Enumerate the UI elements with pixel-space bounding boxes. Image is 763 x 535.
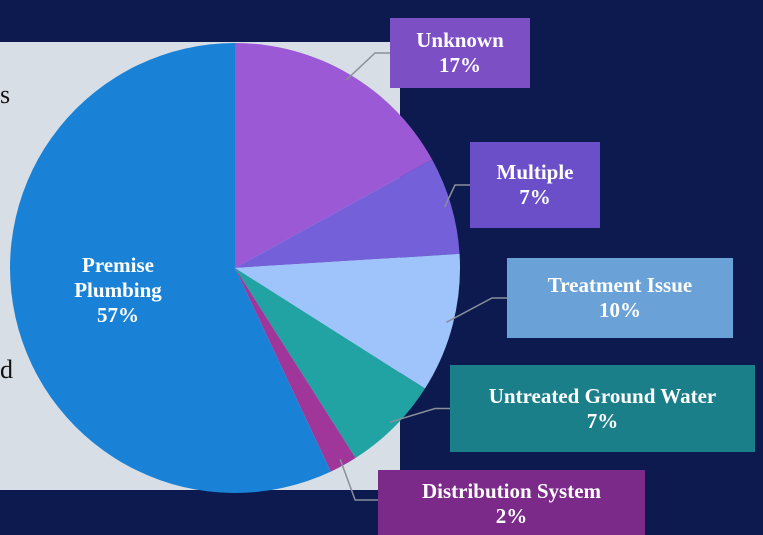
label-value: 2% — [495, 504, 528, 528]
leader-line — [446, 297, 507, 323]
label-value: 57% — [97, 302, 139, 327]
leader-line — [389, 407, 450, 424]
leader-line — [339, 458, 378, 501]
label-value: 7% — [586, 408, 619, 433]
label-value: 10% — [599, 298, 641, 322]
leader-line — [345, 52, 390, 81]
label-name: Treatment Issue — [547, 273, 693, 297]
pie-slice — [235, 253, 460, 389]
label-value: 7% — [519, 185, 551, 209]
slice-label: Untreated Ground Water 7% — [450, 365, 755, 452]
slice-label: Distribution System 2% — [378, 470, 645, 535]
pie-slice — [10, 43, 331, 493]
label-name: Untreated Ground Water — [488, 383, 717, 408]
label-name: Multiple — [496, 160, 574, 184]
label-value: 17% — [439, 53, 481, 77]
slice-label: Unknown 17% — [390, 18, 530, 88]
pie-slice — [235, 268, 425, 458]
slice-label: Treatment Issue 10% — [507, 258, 733, 338]
pie-slice — [235, 268, 356, 472]
panel-text: s — [0, 80, 11, 109]
pie-slice — [235, 159, 460, 268]
panel-text: d — [0, 355, 13, 384]
pie-slice — [235, 43, 433, 268]
label-name: Unknown — [416, 28, 504, 52]
slice-label: Premise Plumbing 57% — [48, 245, 188, 335]
leader-line — [443, 184, 470, 208]
label-name: Distribution System — [421, 479, 602, 503]
slice-label: Multiple 7% — [470, 142, 600, 228]
label-name: Premise Plumbing — [74, 252, 162, 302]
